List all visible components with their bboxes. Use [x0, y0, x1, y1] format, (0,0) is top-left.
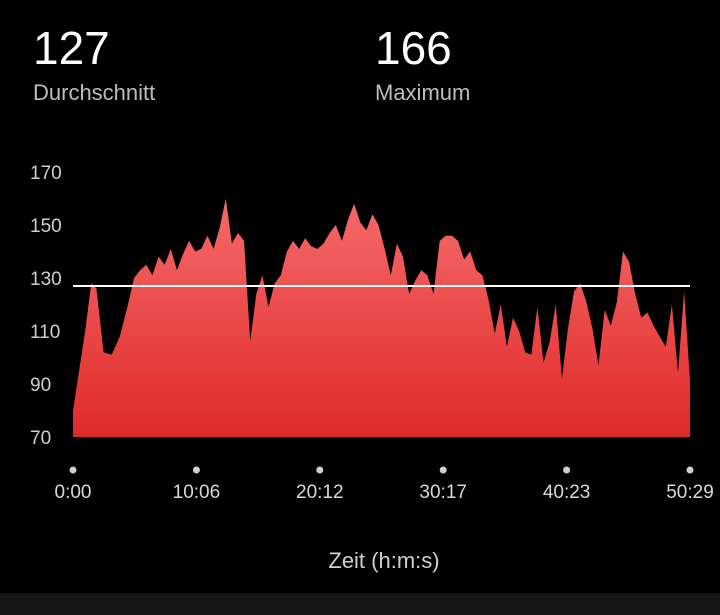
average-value: 127: [33, 22, 110, 74]
maximum-value: 166: [375, 22, 452, 74]
x-tick-dot: [192, 466, 200, 474]
y-axis-ticks: 70 90 110 130 150 170: [30, 163, 62, 449]
x-tick-label: 20:12: [296, 482, 344, 503]
x-tick-dot: [69, 466, 77, 474]
x-tick-label: 40:23: [543, 482, 591, 503]
x-tick-dot: [316, 466, 324, 474]
average-label: Durchschnitt: [33, 80, 156, 105]
x-axis-label: Zeit (h:m:s): [328, 548, 440, 573]
average-stat: 127 Durchschnitt: [33, 22, 155, 106]
y-tick-label: 170: [30, 163, 62, 184]
y-tick-label: 150: [30, 216, 62, 237]
bottom-bar: [0, 593, 720, 615]
heart-rate-area: [73, 198, 690, 437]
x-axis-ticks: 0:00 10:06 20:12 30:17 40:23 50:29: [55, 466, 714, 503]
x-tick-label: 10:06: [173, 482, 221, 503]
y-tick-label: 90: [30, 375, 51, 396]
maximum-stat: 166 Maximum: [375, 22, 470, 106]
x-tick-dot: [439, 466, 447, 474]
y-tick-label: 110: [30, 322, 60, 343]
maximum-label: Maximum: [375, 80, 471, 105]
x-tick-label: 30:17: [419, 482, 467, 503]
x-tick-label: 0:00: [55, 482, 92, 503]
x-tick-dot: [563, 466, 571, 474]
heart-rate-chart: 70 90 110 130 150 170 0:00 10:06 20:12 30:17 40:2…: [30, 163, 714, 503]
y-tick-label: 130: [30, 269, 62, 290]
x-tick-dot: [686, 466, 694, 474]
y-tick-label: 70: [30, 428, 51, 449]
x-tick-label: 50:29: [666, 482, 714, 503]
